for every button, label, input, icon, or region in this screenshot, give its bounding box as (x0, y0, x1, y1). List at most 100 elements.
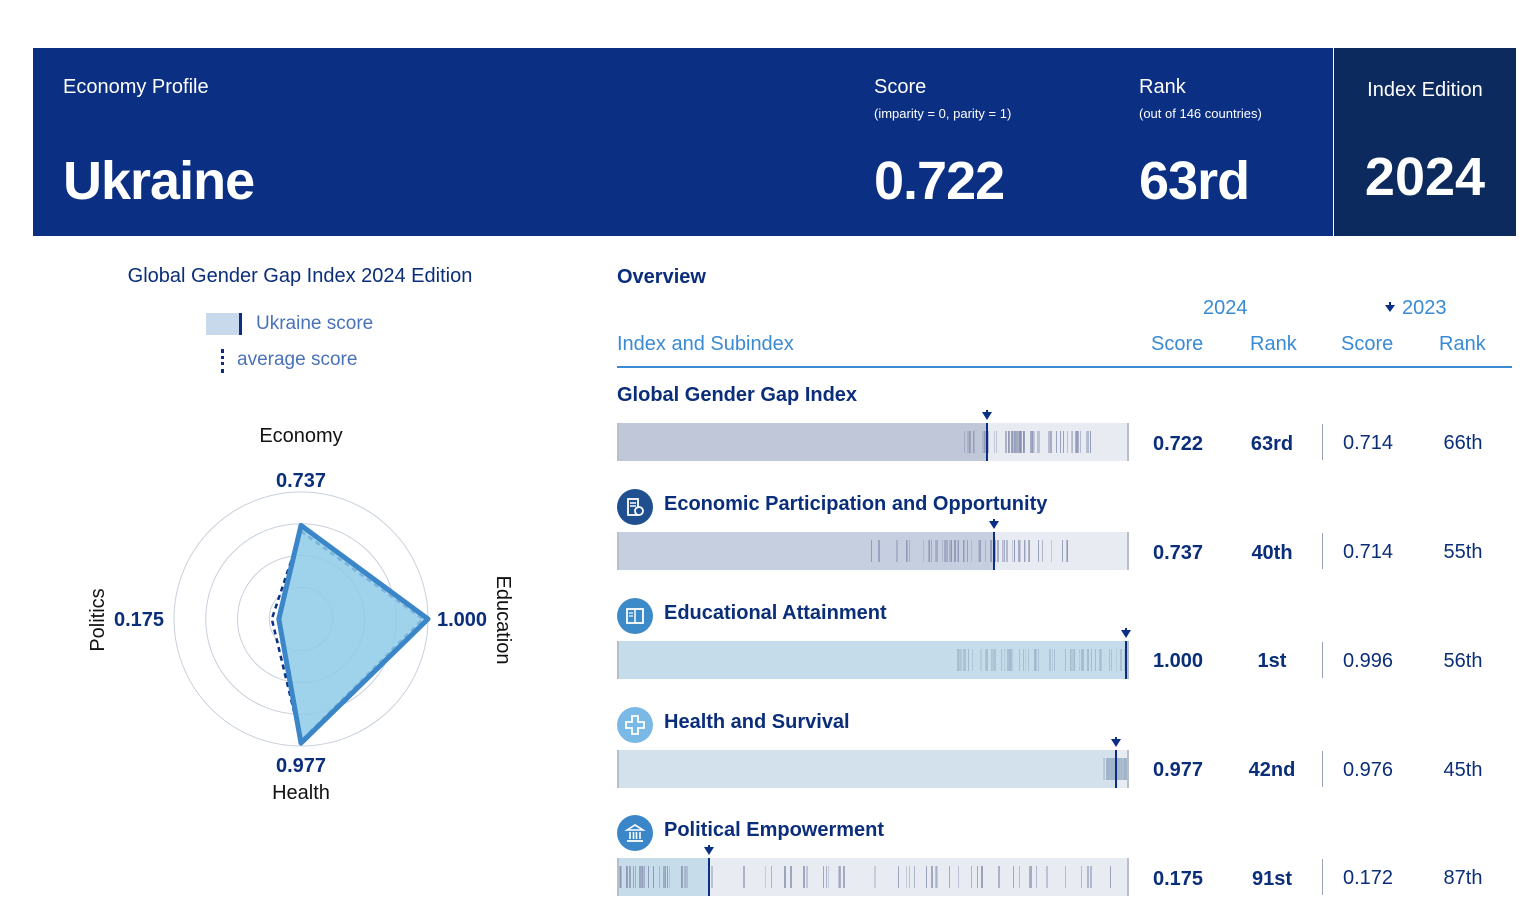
distribution-tick (1087, 431, 1089, 453)
distribution-tick (647, 866, 649, 888)
distribution-tick (960, 649, 963, 671)
distribution-tick (1080, 649, 1083, 671)
edition-panel: Index Edition 2024 (1334, 48, 1516, 236)
col-rank-header: Rank (1250, 333, 1297, 355)
distribution-tick (681, 866, 684, 888)
distribution-tick (1106, 758, 1109, 780)
distribution-tick (1006, 540, 1009, 562)
distribution-tick (1001, 540, 1003, 562)
score-2023: 0.714 (1342, 432, 1394, 454)
distribution-tick (972, 431, 974, 453)
distribution-tick (1024, 540, 1026, 562)
axis-education-name: Education (492, 576, 514, 665)
distribution-tick (954, 540, 957, 562)
distribution-tick (997, 540, 1000, 562)
distribution-tick (981, 431, 984, 453)
distribution-tick (1012, 540, 1014, 562)
arrow-down-icon (1385, 302, 1395, 312)
distribution-tick (1007, 431, 1009, 453)
distribution-tick (1120, 758, 1122, 780)
distribution-tick (1112, 758, 1114, 780)
distribution-tick (878, 540, 881, 562)
score-2023: 0.996 (1342, 650, 1394, 672)
distribution-tick (1094, 649, 1096, 671)
distribution-tick (1074, 649, 1076, 671)
distribution-tick (1029, 540, 1031, 562)
distribution-tick (669, 866, 671, 888)
distribution-tick (948, 866, 950, 888)
distribution-tick (683, 866, 686, 888)
profile-header: Economy Profile Ukraine Score (imparity … (33, 48, 1333, 236)
distribution-tick (629, 866, 631, 888)
distribution-tick (1050, 540, 1052, 562)
col-score-header: Score (1151, 333, 1204, 355)
score-marker (1115, 750, 1118, 788)
distribution-tick (966, 431, 969, 453)
distribution-tick (958, 866, 959, 888)
rank-label: Rank (1139, 76, 1186, 98)
distribution-tick (1117, 758, 1119, 780)
distribution-tick (1080, 866, 1082, 888)
distribution-tick (897, 866, 899, 888)
distribution-tick (619, 866, 621, 888)
distribution-tick (1017, 431, 1019, 453)
marker-arrow-icon (1121, 628, 1131, 638)
distribution-tick (984, 431, 986, 453)
country-name: Ukraine (63, 151, 255, 211)
distribution-tick (964, 649, 966, 671)
distribution-tick (1032, 431, 1035, 453)
distribution-tick (1030, 431, 1032, 453)
bar-health (617, 750, 1129, 788)
col-index-header: Index and Subindex (617, 333, 794, 355)
distribution-tick (843, 866, 846, 888)
distribution-tick (1119, 758, 1121, 780)
distribution-tick (1007, 649, 1010, 671)
distribution-tick (1035, 649, 1038, 671)
distribution-tick (828, 866, 830, 888)
distribution-tick (1004, 431, 1007, 453)
bar-politics (617, 858, 1129, 896)
marker-arrow-icon (981, 410, 992, 420)
bar-fill (619, 750, 1116, 788)
distribution-tick (1037, 540, 1039, 562)
distribution-tick (805, 866, 808, 888)
distribution-tick (1087, 649, 1089, 671)
distribution-tick (962, 649, 965, 671)
distribution-tick (1099, 649, 1101, 671)
distribution-tick (1033, 431, 1035, 453)
distribution-tick (1033, 649, 1036, 671)
distribution-tick (662, 866, 665, 888)
distribution-tick (711, 866, 713, 888)
distribution-tick (633, 866, 635, 888)
distribution-tick (1063, 431, 1065, 453)
row-title-health: Health and Survival (664, 711, 850, 733)
distribution-tick (620, 866, 622, 888)
distribution-tick (1121, 758, 1123, 780)
distribution-tick (822, 866, 824, 888)
distribution-tick (771, 866, 773, 888)
row-title-ggg-index: Global Gender Gap Index (617, 384, 858, 406)
distribution-tick (666, 866, 668, 888)
score-marker (1125, 641, 1127, 679)
distribution-tick (1125, 758, 1127, 780)
distribution-tick (1072, 431, 1074, 453)
distribution-tick (1069, 649, 1071, 671)
distribution-tick (1013, 431, 1015, 453)
distribution-tick (1011, 431, 1014, 453)
score-2024: 0.737 (1152, 542, 1204, 564)
distribution-tick (653, 866, 655, 888)
distribution-tick (1100, 649, 1102, 671)
bar-fill (619, 423, 986, 461)
distribution-tick (908, 866, 910, 888)
distribution-tick (1125, 758, 1127, 780)
axis-economy-value: 0.737 (276, 470, 326, 492)
overview-title: Overview (617, 266, 706, 288)
distribution-tick (1013, 866, 1015, 888)
distribution-tick (619, 866, 621, 888)
score-2024: 1.000 (1152, 650, 1204, 672)
distribution-tick (1071, 431, 1073, 453)
column-separator (1322, 642, 1323, 678)
distribution-tick (1025, 649, 1027, 671)
rank-2024: 42nd (1248, 759, 1296, 781)
distribution-tick (1000, 649, 1002, 671)
